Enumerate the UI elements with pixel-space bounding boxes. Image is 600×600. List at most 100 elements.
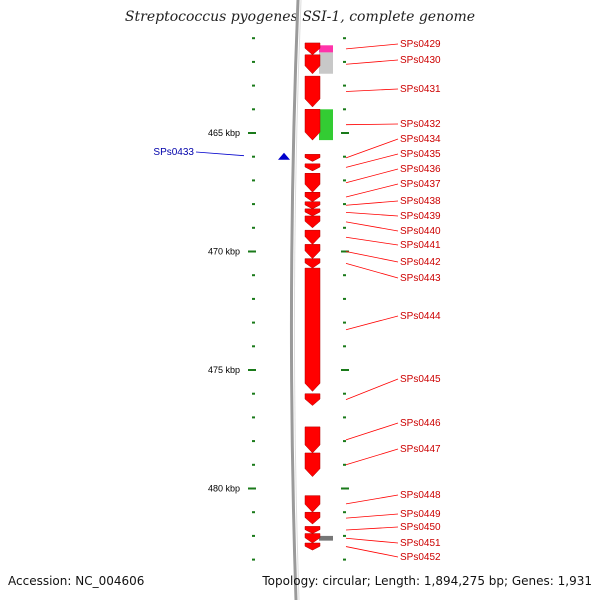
minor-tick-right bbox=[343, 440, 346, 443]
gene-leader-line bbox=[345, 183, 399, 198]
minor-tick-right bbox=[343, 179, 346, 182]
gene-label-sps0442: SPs0442 bbox=[400, 257, 441, 268]
minor-tick-left bbox=[252, 321, 255, 324]
minor-tick-right bbox=[343, 345, 346, 348]
gene-leader-line bbox=[345, 448, 399, 466]
gene-label-sps0443: SPs0443 bbox=[400, 273, 441, 284]
gene-label-sps0430: SPs0430 bbox=[400, 55, 441, 66]
minor-tick-left bbox=[252, 345, 255, 348]
gene-leader-line bbox=[345, 494, 399, 505]
gene-label-sps0447: SPs0447 bbox=[400, 444, 441, 455]
minor-tick-left bbox=[252, 392, 255, 395]
gene-leader-line bbox=[345, 221, 399, 232]
minor-tick-right bbox=[343, 463, 346, 466]
gene-label-sps0432: SPs0432 bbox=[400, 119, 441, 130]
gene-leader-line bbox=[345, 153, 399, 168]
minor-tick-right bbox=[343, 60, 346, 63]
gene-leader-line bbox=[345, 251, 399, 263]
minor-tick-left bbox=[252, 558, 255, 561]
minor-tick-right bbox=[343, 321, 346, 324]
gene-arrow-sps0438 bbox=[304, 201, 321, 210]
feature-block bbox=[319, 52, 333, 74]
gene-label-sps0450: SPs0450 bbox=[400, 522, 441, 533]
scale-tick-label: 465 kbp bbox=[208, 128, 240, 138]
gene-leader-line bbox=[345, 138, 399, 159]
gene-label-sps0431: SPs0431 bbox=[400, 84, 441, 95]
gene-label-sps0436: SPs0436 bbox=[400, 164, 441, 175]
scale-ticks: 465 kbp 470 kbp 475 kbp 480 kbp bbox=[208, 37, 349, 561]
feature-block bbox=[319, 109, 333, 141]
gene-arrows bbox=[278, 42, 321, 551]
minor-tick-left bbox=[252, 297, 255, 300]
feature-block bbox=[319, 45, 333, 53]
gene-arrow-sps0433 bbox=[278, 152, 290, 160]
minor-tick-left bbox=[252, 463, 255, 466]
gene-leader-line bbox=[345, 200, 399, 206]
gene-arrow-sps0445 bbox=[304, 393, 321, 406]
gene-label-sps0439: SPs0439 bbox=[400, 211, 441, 222]
scale-tick-label: 470 kbp bbox=[208, 247, 240, 257]
major-tick-left bbox=[248, 487, 256, 490]
gene-arrow-sps0448 bbox=[304, 495, 321, 513]
gene-arrow-sps0449 bbox=[304, 511, 321, 525]
major-tick-right bbox=[341, 250, 349, 253]
gene-leader-line bbox=[195, 151, 245, 157]
minor-tick-left bbox=[252, 84, 255, 87]
gene-arrow-sps0437 bbox=[304, 192, 321, 203]
gene-arrow-sps0436 bbox=[304, 173, 321, 193]
feature-blocks bbox=[319, 45, 333, 541]
gene-arrow-sps0442 bbox=[304, 244, 321, 259]
minor-tick-left bbox=[252, 108, 255, 111]
gene-label-sps0437: SPs0437 bbox=[400, 179, 441, 190]
gene-arrow-sps0444 bbox=[304, 267, 321, 392]
gene-leader-line bbox=[345, 422, 399, 441]
gene-label-sps0449: SPs0449 bbox=[400, 509, 441, 520]
gene-arrow-sps0430 bbox=[304, 54, 321, 75]
minor-tick-right bbox=[343, 37, 346, 40]
gene-label-sps0441: SPs0441 bbox=[400, 240, 441, 251]
minor-tick-right bbox=[343, 534, 346, 537]
minor-tick-right bbox=[343, 226, 346, 229]
gene-labels: SPs0429 SPs0430 SPs0431 SPs0432 SPs0433 SPs04… bbox=[153, 39, 441, 563]
gene-label-sps0438: SPs0438 bbox=[400, 196, 441, 207]
gene-arrow-sps0447 bbox=[304, 452, 321, 478]
gene-label-sps0444: SPs0444 bbox=[400, 311, 441, 322]
minor-tick-left bbox=[252, 416, 255, 419]
gene-arrow-sps0439 bbox=[304, 208, 321, 217]
gene-arrow-sps0443 bbox=[304, 258, 321, 269]
gene-arrow-sps0440 bbox=[304, 215, 321, 229]
gene-leader-line bbox=[345, 211, 399, 217]
gene-arrow-sps0429 bbox=[304, 42, 321, 56]
genome-backbone bbox=[289, 0, 302, 600]
gene-label-sps0429: SPs0429 bbox=[400, 39, 441, 50]
gene-leader-line bbox=[345, 526, 399, 531]
scale-tick-label: 480 kbp bbox=[208, 484, 240, 494]
gene-arrow-sps0451 bbox=[304, 533, 321, 544]
minor-tick-right bbox=[343, 84, 346, 87]
minor-tick-left bbox=[252, 203, 255, 206]
minor-tick-left bbox=[252, 226, 255, 229]
gene-arrow-sps0431 bbox=[304, 75, 321, 108]
minor-tick-left bbox=[252, 60, 255, 63]
minor-tick-left bbox=[252, 534, 255, 537]
gene-leader-line bbox=[345, 59, 399, 65]
minor-tick-left bbox=[252, 511, 255, 514]
minor-tick-left bbox=[252, 179, 255, 182]
gene-arrow-sps0452 bbox=[304, 542, 321, 551]
minor-tick-right bbox=[343, 558, 346, 561]
gene-leader-line bbox=[345, 537, 399, 544]
minor-tick-right bbox=[343, 155, 346, 158]
accession-label: Accession: NC_004606 bbox=[8, 574, 145, 588]
major-tick-left bbox=[248, 250, 256, 253]
gene-arrow-sps0434 bbox=[304, 154, 321, 162]
minor-tick-right bbox=[343, 511, 346, 514]
minor-tick-right bbox=[343, 274, 346, 277]
major-tick-right bbox=[341, 487, 349, 490]
major-tick-right bbox=[341, 132, 349, 134]
gene-leader-line bbox=[345, 168, 399, 184]
gene-leader-line bbox=[345, 315, 399, 331]
minor-tick-right bbox=[343, 416, 346, 419]
gene-leader-line bbox=[345, 262, 399, 279]
gene-label-sps0451: SPs0451 bbox=[400, 538, 441, 549]
gene-label-sps0448: SPs0448 bbox=[400, 490, 441, 501]
